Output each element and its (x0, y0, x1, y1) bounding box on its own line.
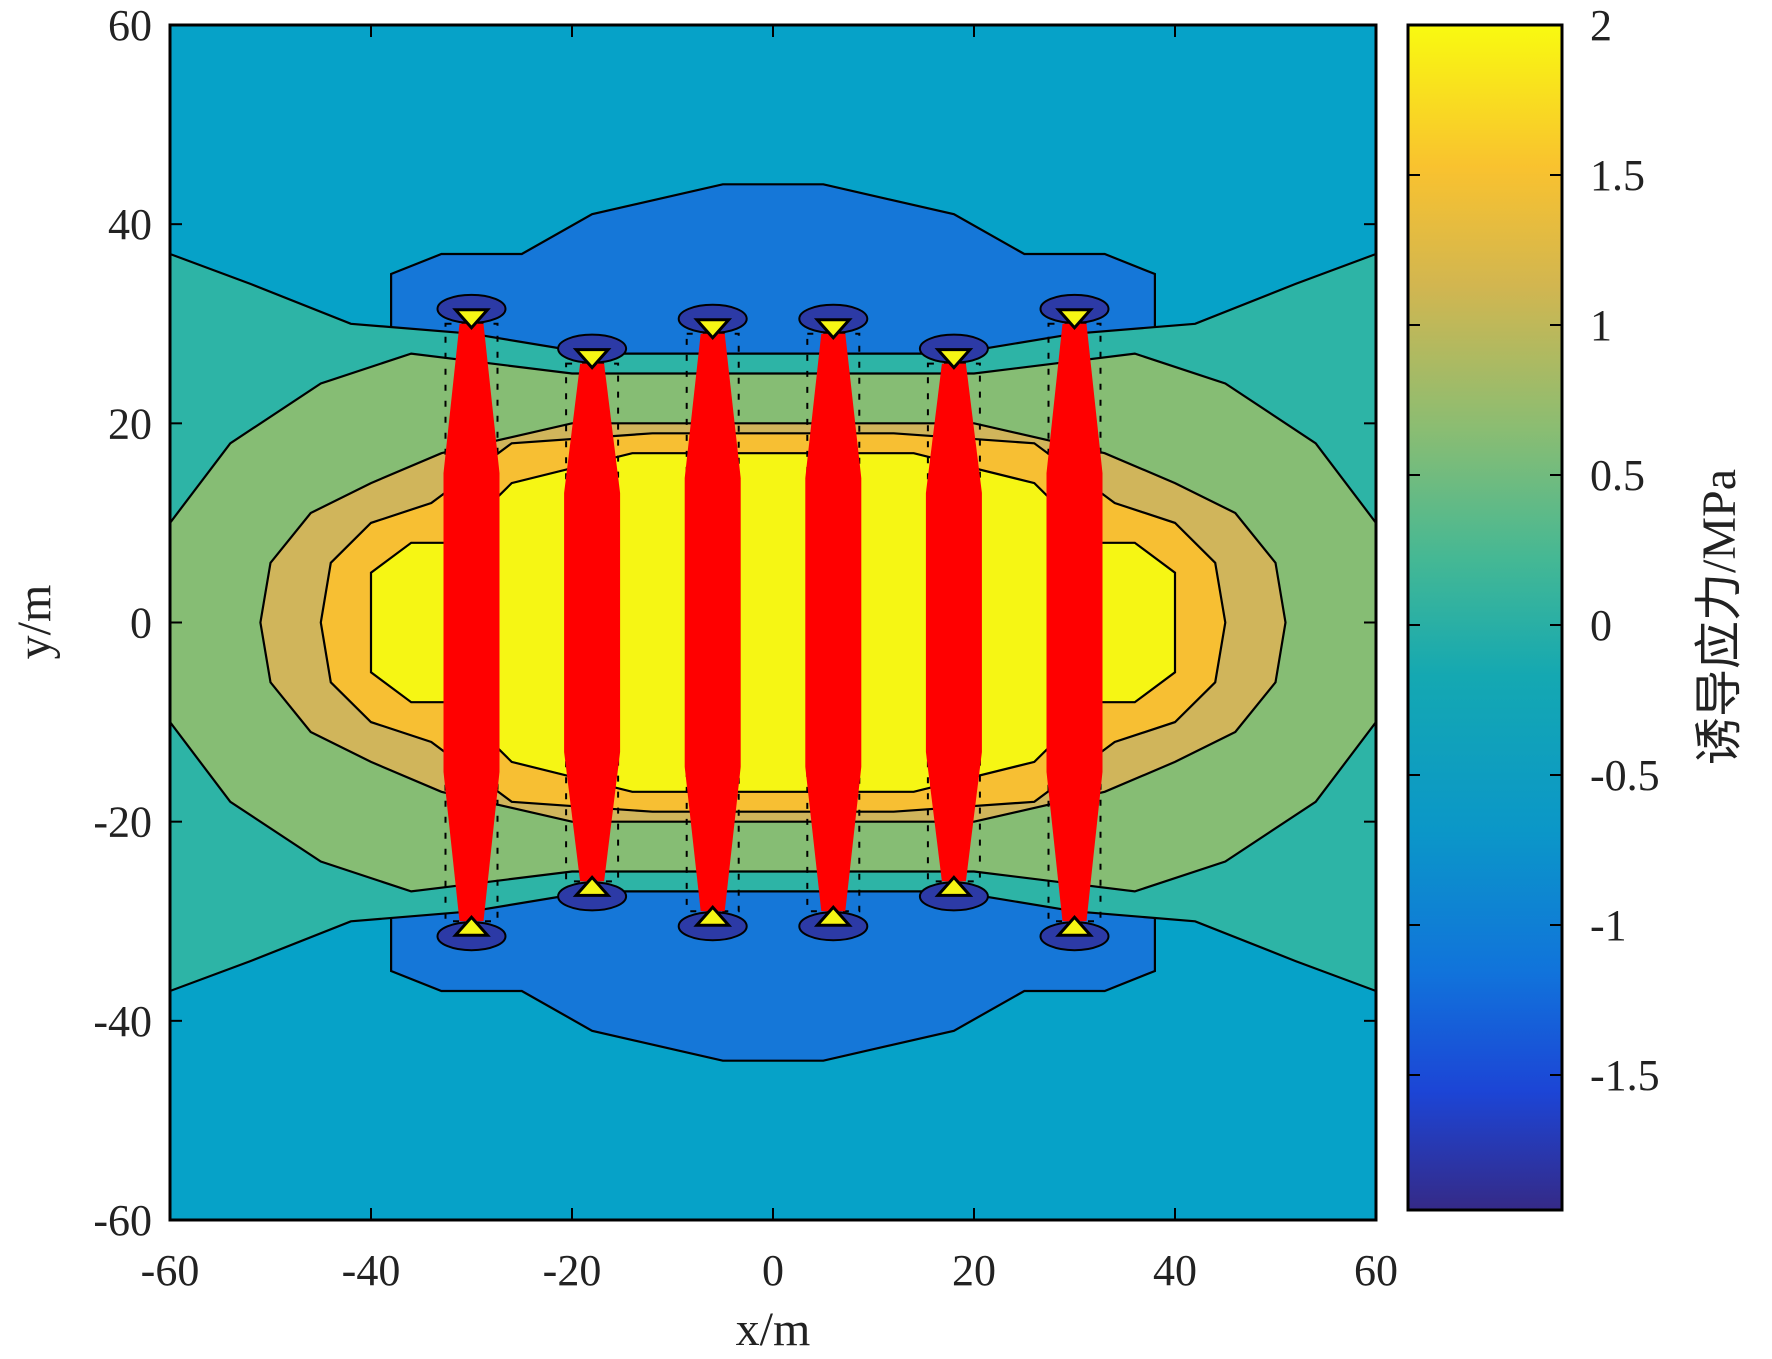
fracture-tip-marker (452, 308, 491, 331)
x-tick-label: 40 (1153, 1246, 1197, 1295)
fracture-tip-marker (572, 348, 612, 370)
fracture-band (925, 363, 982, 882)
fracture-tip-marker (693, 318, 733, 340)
fracture-band (805, 333, 862, 912)
y-tick-label: 20 (108, 399, 152, 448)
fracture-tip-marker (1055, 914, 1094, 937)
plot-area (170, 25, 1376, 1220)
x-axis: -60 -40 -20 0 20 40 60 (141, 25, 1398, 1295)
fracture-layer (443, 308, 1103, 937)
colorbar-tick-label: -0.5 (1590, 751, 1660, 800)
colorbar-tick-label: -1 (1590, 901, 1627, 950)
fracture-band (443, 323, 500, 922)
y-axis: -60 -40 -20 0 20 40 60 (93, 1, 1376, 1245)
fracture-tip-marker (934, 875, 974, 897)
colorbar-tick-label: -1.5 (1590, 1051, 1660, 1100)
colorbar-tick-label: 2 (1590, 1, 1612, 50)
y-tick-label: -20 (93, 798, 152, 847)
x-tick-label: 0 (762, 1246, 784, 1295)
fracture-band (1046, 323, 1103, 922)
x-tick-label: -60 (141, 1246, 200, 1295)
fracture-band (564, 363, 621, 882)
fracture-band (684, 333, 741, 912)
fracture-tip-marker (1055, 308, 1094, 331)
x-tick-label: 20 (952, 1246, 996, 1295)
x-axis-label: x/m (736, 1303, 811, 1356)
y-axis-label: y/m (8, 585, 61, 660)
fracture-tip-marker (934, 348, 974, 370)
y-tick-label: 60 (108, 1, 152, 50)
fracture-tip-marker (813, 905, 853, 927)
y-tick-label: -60 (93, 1196, 152, 1245)
colorbar-tick-label: 1.5 (1590, 151, 1645, 200)
y-tick-label: 0 (130, 599, 152, 648)
fracture-tip-marker (452, 914, 491, 937)
y-tick-label: 40 (108, 200, 152, 249)
colorbar-gradient (1406, 23, 1564, 1212)
y-tick-label: -40 (93, 997, 152, 1046)
fracture-tip-marker (693, 905, 733, 927)
colorbar: 2 1.5 1 0.5 0 -0.5 -1 -1.5 (1406, 1, 1660, 1212)
colorbar-label: 诱导应力/MPa (1693, 469, 1746, 765)
colorbar-tick-label: 0.5 (1590, 451, 1645, 500)
x-tick-label: -40 (342, 1246, 401, 1295)
fracture-tip-marker (572, 875, 612, 897)
x-tick-label: 60 (1354, 1246, 1398, 1295)
colorbar-tick-label: 1 (1590, 301, 1612, 350)
colorbar-tick-label: 0 (1590, 601, 1612, 650)
x-tick-label: -20 (543, 1246, 602, 1295)
colorbar-ticks: 2 1.5 1 0.5 0 -0.5 -1 -1.5 (1408, 1, 1660, 1100)
fracture-tip-marker (813, 318, 853, 340)
